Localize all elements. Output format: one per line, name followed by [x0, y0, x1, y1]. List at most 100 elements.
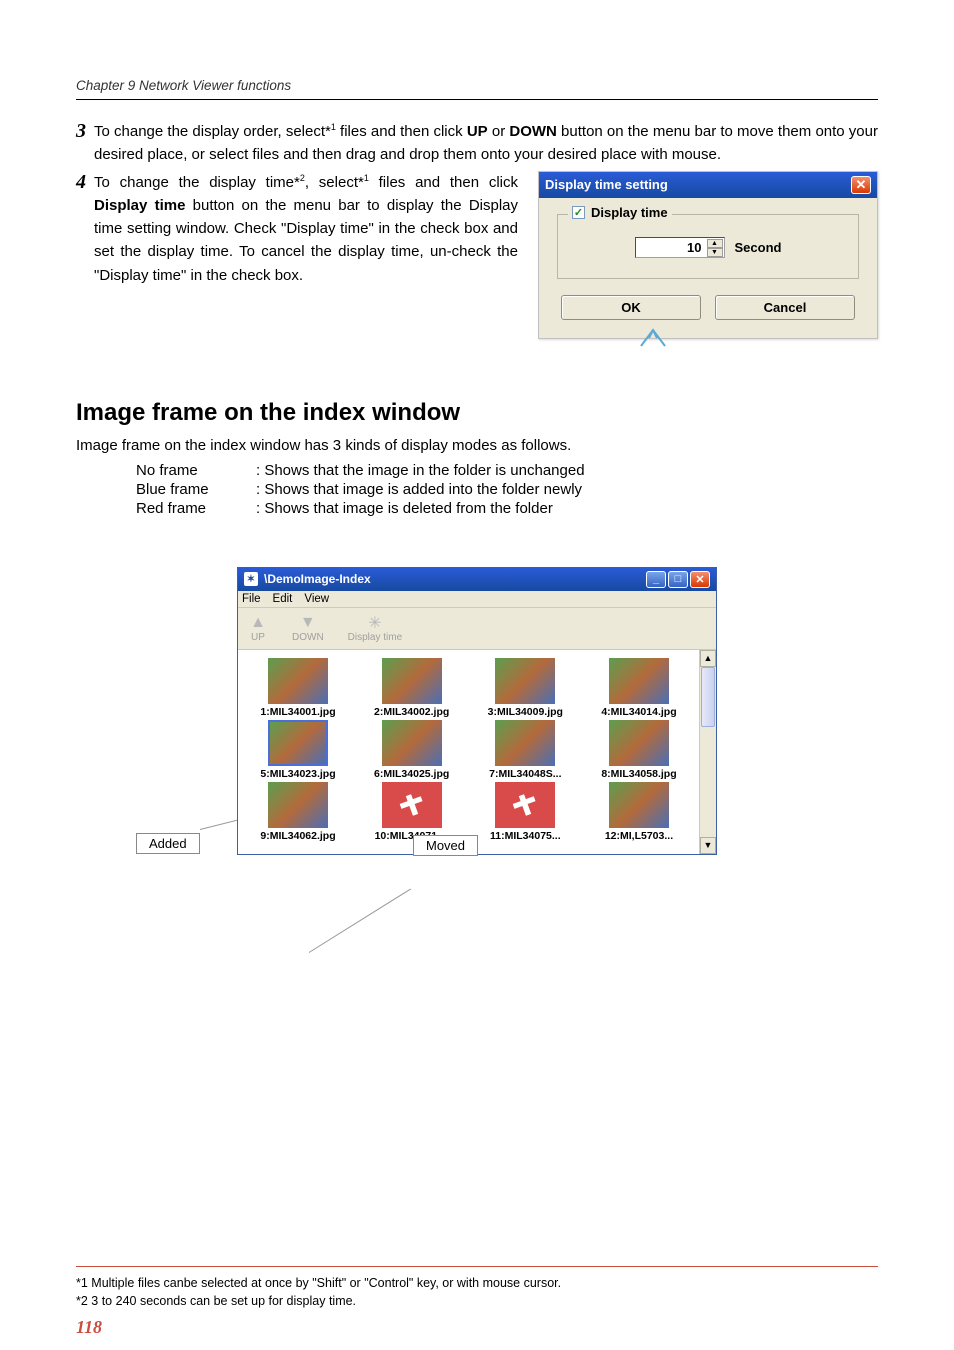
footnote-1: *1 Multiple files canbe selected at once… — [76, 1275, 878, 1293]
thumbnail-label: 5:MIL34023.jpg — [244, 768, 352, 780]
menu-view[interactable]: View — [304, 593, 329, 605]
frame-table: No frame : Shows that the image in the f… — [136, 462, 878, 517]
scroll-down-icon[interactable]: ▼ — [700, 837, 716, 854]
chapter-header: Chapter 9 Network Viewer functions — [76, 78, 878, 93]
display-time-legend: ✓ Display time — [568, 205, 672, 220]
spinner[interactable]: ▲ ▼ — [707, 239, 723, 256]
thumb-row: 1:MIL34001.jpg 2:MIL34002.jpg 3:MIL34009.j… — [244, 658, 693, 718]
toolbar-display-time-button[interactable]: ✳ Display time — [348, 614, 402, 643]
thumbnail-image — [609, 658, 669, 704]
s4-mid1: , select* — [305, 174, 364, 191]
thumbnail-item[interactable]: 10:MIL34071.... — [358, 782, 466, 842]
display-time-dialog: Display time setting ✕ ✓ Display time 10 — [538, 171, 878, 339]
close-icon: ✕ — [856, 177, 867, 193]
ok-pointer-icon — [639, 328, 669, 348]
s4-bold: Display time — [94, 197, 185, 214]
step-4-body: To change the display time*2, select*1 f… — [94, 171, 518, 287]
down-icon: ▼ — [298, 614, 318, 632]
callout-moved: Moved — [413, 835, 478, 856]
scroll-track[interactable] — [700, 667, 716, 837]
thumbnail-label: 9:MIL34062.jpg — [244, 830, 352, 842]
footnote-2: *2 3 to 240 seconds can be set up for di… — [76, 1293, 878, 1311]
display-time-value: 10 — [687, 240, 701, 255]
thumbnail-image — [609, 782, 669, 828]
toolbar-up-button[interactable]: ▲ UP — [248, 614, 268, 643]
dialog-close-button[interactable]: ✕ — [851, 176, 871, 194]
up-icon: ▲ — [248, 614, 268, 632]
index-titlebar: ✶ \DemoImage-Index _ □ ✕ — [238, 568, 716, 591]
menu-edit[interactable]: Edit — [273, 593, 293, 605]
frame-row-none: No frame : Shows that the image in the f… — [136, 462, 878, 479]
s4-pre: To change the display time* — [94, 174, 300, 191]
page-number: 118 — [76, 1317, 102, 1338]
thumbnail-grid: 1:MIL34001.jpg 2:MIL34002.jpg 3:MIL34009.j… — [238, 650, 699, 854]
step-3-body: To change the display order, select*1 fi… — [94, 120, 878, 167]
thumbnail-label: 8:MIL34058.jpg — [585, 768, 693, 780]
thumbnail-item[interactable]: 8:MIL34058.jpg — [585, 720, 693, 780]
thumbnail-item[interactable]: 2:MIL34002.jpg — [358, 658, 466, 718]
menu-file[interactable]: File — [242, 593, 261, 605]
thumbnail-item[interactable]: 3:MIL34009.jpg — [471, 658, 579, 718]
spin-up-icon[interactable]: ▲ — [707, 239, 723, 248]
rule-top — [76, 99, 878, 100]
ok-button[interactable]: OK — [561, 295, 701, 320]
thumbnail-item[interactable]: 12:MI,L5703... — [585, 782, 693, 842]
section-para: Image frame on the index window has 3 ki… — [76, 437, 878, 454]
thumbnail-item[interactable]: 4:MIL34014.jpg — [585, 658, 693, 718]
step-4: 4 To change the display time*2, select*1… — [76, 171, 518, 287]
thumbnail-label: 11:MIL34075... — [471, 830, 579, 842]
thumbnail-image — [382, 782, 442, 828]
frame-row-blue: Blue frame : Shows that image is added i… — [136, 481, 878, 498]
thumbnail-image — [495, 658, 555, 704]
step3-down: DOWN — [509, 123, 557, 140]
step-4-number: 4 — [76, 171, 92, 287]
spin-down-icon[interactable]: ▼ — [707, 248, 723, 257]
thumbnail-item[interactable]: 5:MIL34023.jpg — [244, 720, 352, 780]
frame-val: : Shows that image is added into the fol… — [256, 481, 582, 498]
index-title: \DemoImage-Index — [264, 572, 371, 586]
scroll-thumb[interactable] — [701, 667, 715, 727]
maximize-button[interactable]: □ — [668, 571, 688, 588]
window-close-button[interactable]: ✕ — [690, 571, 710, 588]
display-time-checkbox-label: Display time — [591, 205, 668, 220]
second-label: Second — [735, 240, 782, 255]
scroll-up-icon[interactable]: ▲ — [700, 650, 716, 667]
scrollbar[interactable]: ▲ ▼ — [699, 650, 716, 854]
cancel-button[interactable]: Cancel — [715, 295, 855, 320]
thumb-row: 5:MIL34023.jpg 6:MIL34025.jpg 7:MIL34048S.… — [244, 720, 693, 780]
thumb-row: 9:MIL34062.jpg 10:MIL34071.... 11:MIL34075… — [244, 782, 693, 842]
step3-up: UP — [467, 123, 488, 140]
step-3-number: 3 — [76, 120, 92, 167]
thumbnail-image — [495, 782, 555, 828]
step3-or: or — [488, 123, 510, 140]
thumbnail-image — [268, 720, 328, 766]
callout-added: Added — [136, 833, 200, 854]
s4-mid2: files and then click — [369, 174, 518, 191]
toolbar-up-label: UP — [251, 632, 265, 643]
frame-key: Red frame — [136, 500, 256, 517]
thumbnail-item[interactable]: 9:MIL34062.jpg — [244, 782, 352, 842]
frame-val: : Shows that the image in the folder is … — [256, 462, 585, 479]
rule-bottom — [76, 1266, 878, 1267]
display-time-input[interactable]: 10 ▲ ▼ — [635, 237, 725, 258]
dialog-titlebar: Display time setting ✕ — [539, 172, 877, 198]
thumbnail-label: 2:MIL34002.jpg — [358, 706, 466, 718]
toolbar-down-button[interactable]: ▼ DOWN — [292, 614, 324, 643]
step-3: 3 To change the display order, select*1 … — [76, 120, 878, 167]
display-time-checkbox[interactable]: ✓ — [572, 206, 585, 219]
thumbnail-image — [268, 782, 328, 828]
thumbnail-item[interactable]: 6:MIL34025.jpg — [358, 720, 466, 780]
frame-key: No frame — [136, 462, 256, 479]
thumbnail-image — [382, 720, 442, 766]
thumbnail-item[interactable]: 1:MIL34001.jpg — [244, 658, 352, 718]
app-icon: ✶ — [244, 572, 258, 586]
minimize-button[interactable]: _ — [646, 571, 666, 588]
thumbnail-label: 4:MIL34014.jpg — [585, 706, 693, 718]
thumbnail-item[interactable]: 11:MIL34075... — [471, 782, 579, 842]
thumbnail-label: 1:MIL34001.jpg — [244, 706, 352, 718]
thumbnail-label: 6:MIL34025.jpg — [358, 768, 466, 780]
toolbar-down-label: DOWN — [292, 632, 324, 643]
callout-line-moved — [309, 888, 411, 952]
thumbnail-item[interactable]: 7:MIL34048S... — [471, 720, 579, 780]
toolbar-display-time-label: Display time — [348, 632, 402, 643]
